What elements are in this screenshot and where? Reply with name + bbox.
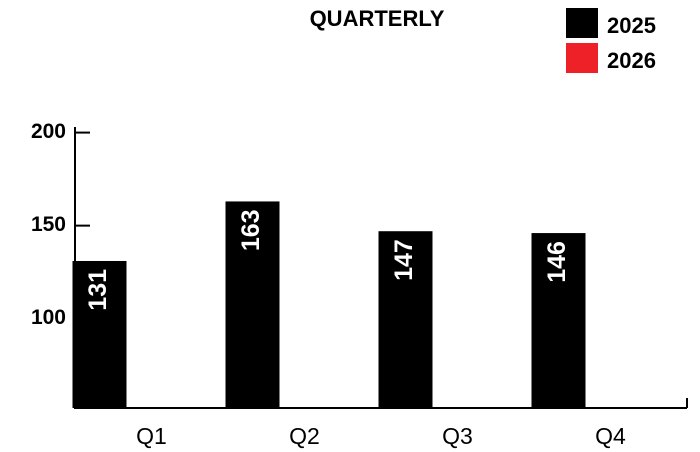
legend-label: 2026 — [607, 48, 656, 73]
chart-title: QUARTERLY — [310, 6, 445, 31]
data-label: 146 — [543, 241, 571, 283]
legend-swatch — [566, 8, 598, 38]
data-label: 131 — [84, 269, 112, 311]
y-tick-label: 100 — [31, 306, 66, 329]
x-tick-label: Q3 — [442, 423, 473, 449]
x-tick-label: Q2 — [289, 423, 320, 449]
legend-swatch — [566, 43, 598, 73]
x-tick-label: Q1 — [136, 423, 167, 449]
bar — [531, 233, 586, 408]
data-label: 147 — [390, 239, 418, 281]
bar — [72, 260, 127, 408]
bar — [378, 231, 433, 408]
bar — [225, 201, 280, 408]
data-label: 163 — [237, 209, 265, 251]
legend-label: 2025 — [607, 13, 656, 38]
y-tick-label: 150 — [31, 213, 66, 236]
x-tick-label: Q4 — [595, 423, 626, 449]
y-tick-label: 200 — [31, 120, 66, 143]
